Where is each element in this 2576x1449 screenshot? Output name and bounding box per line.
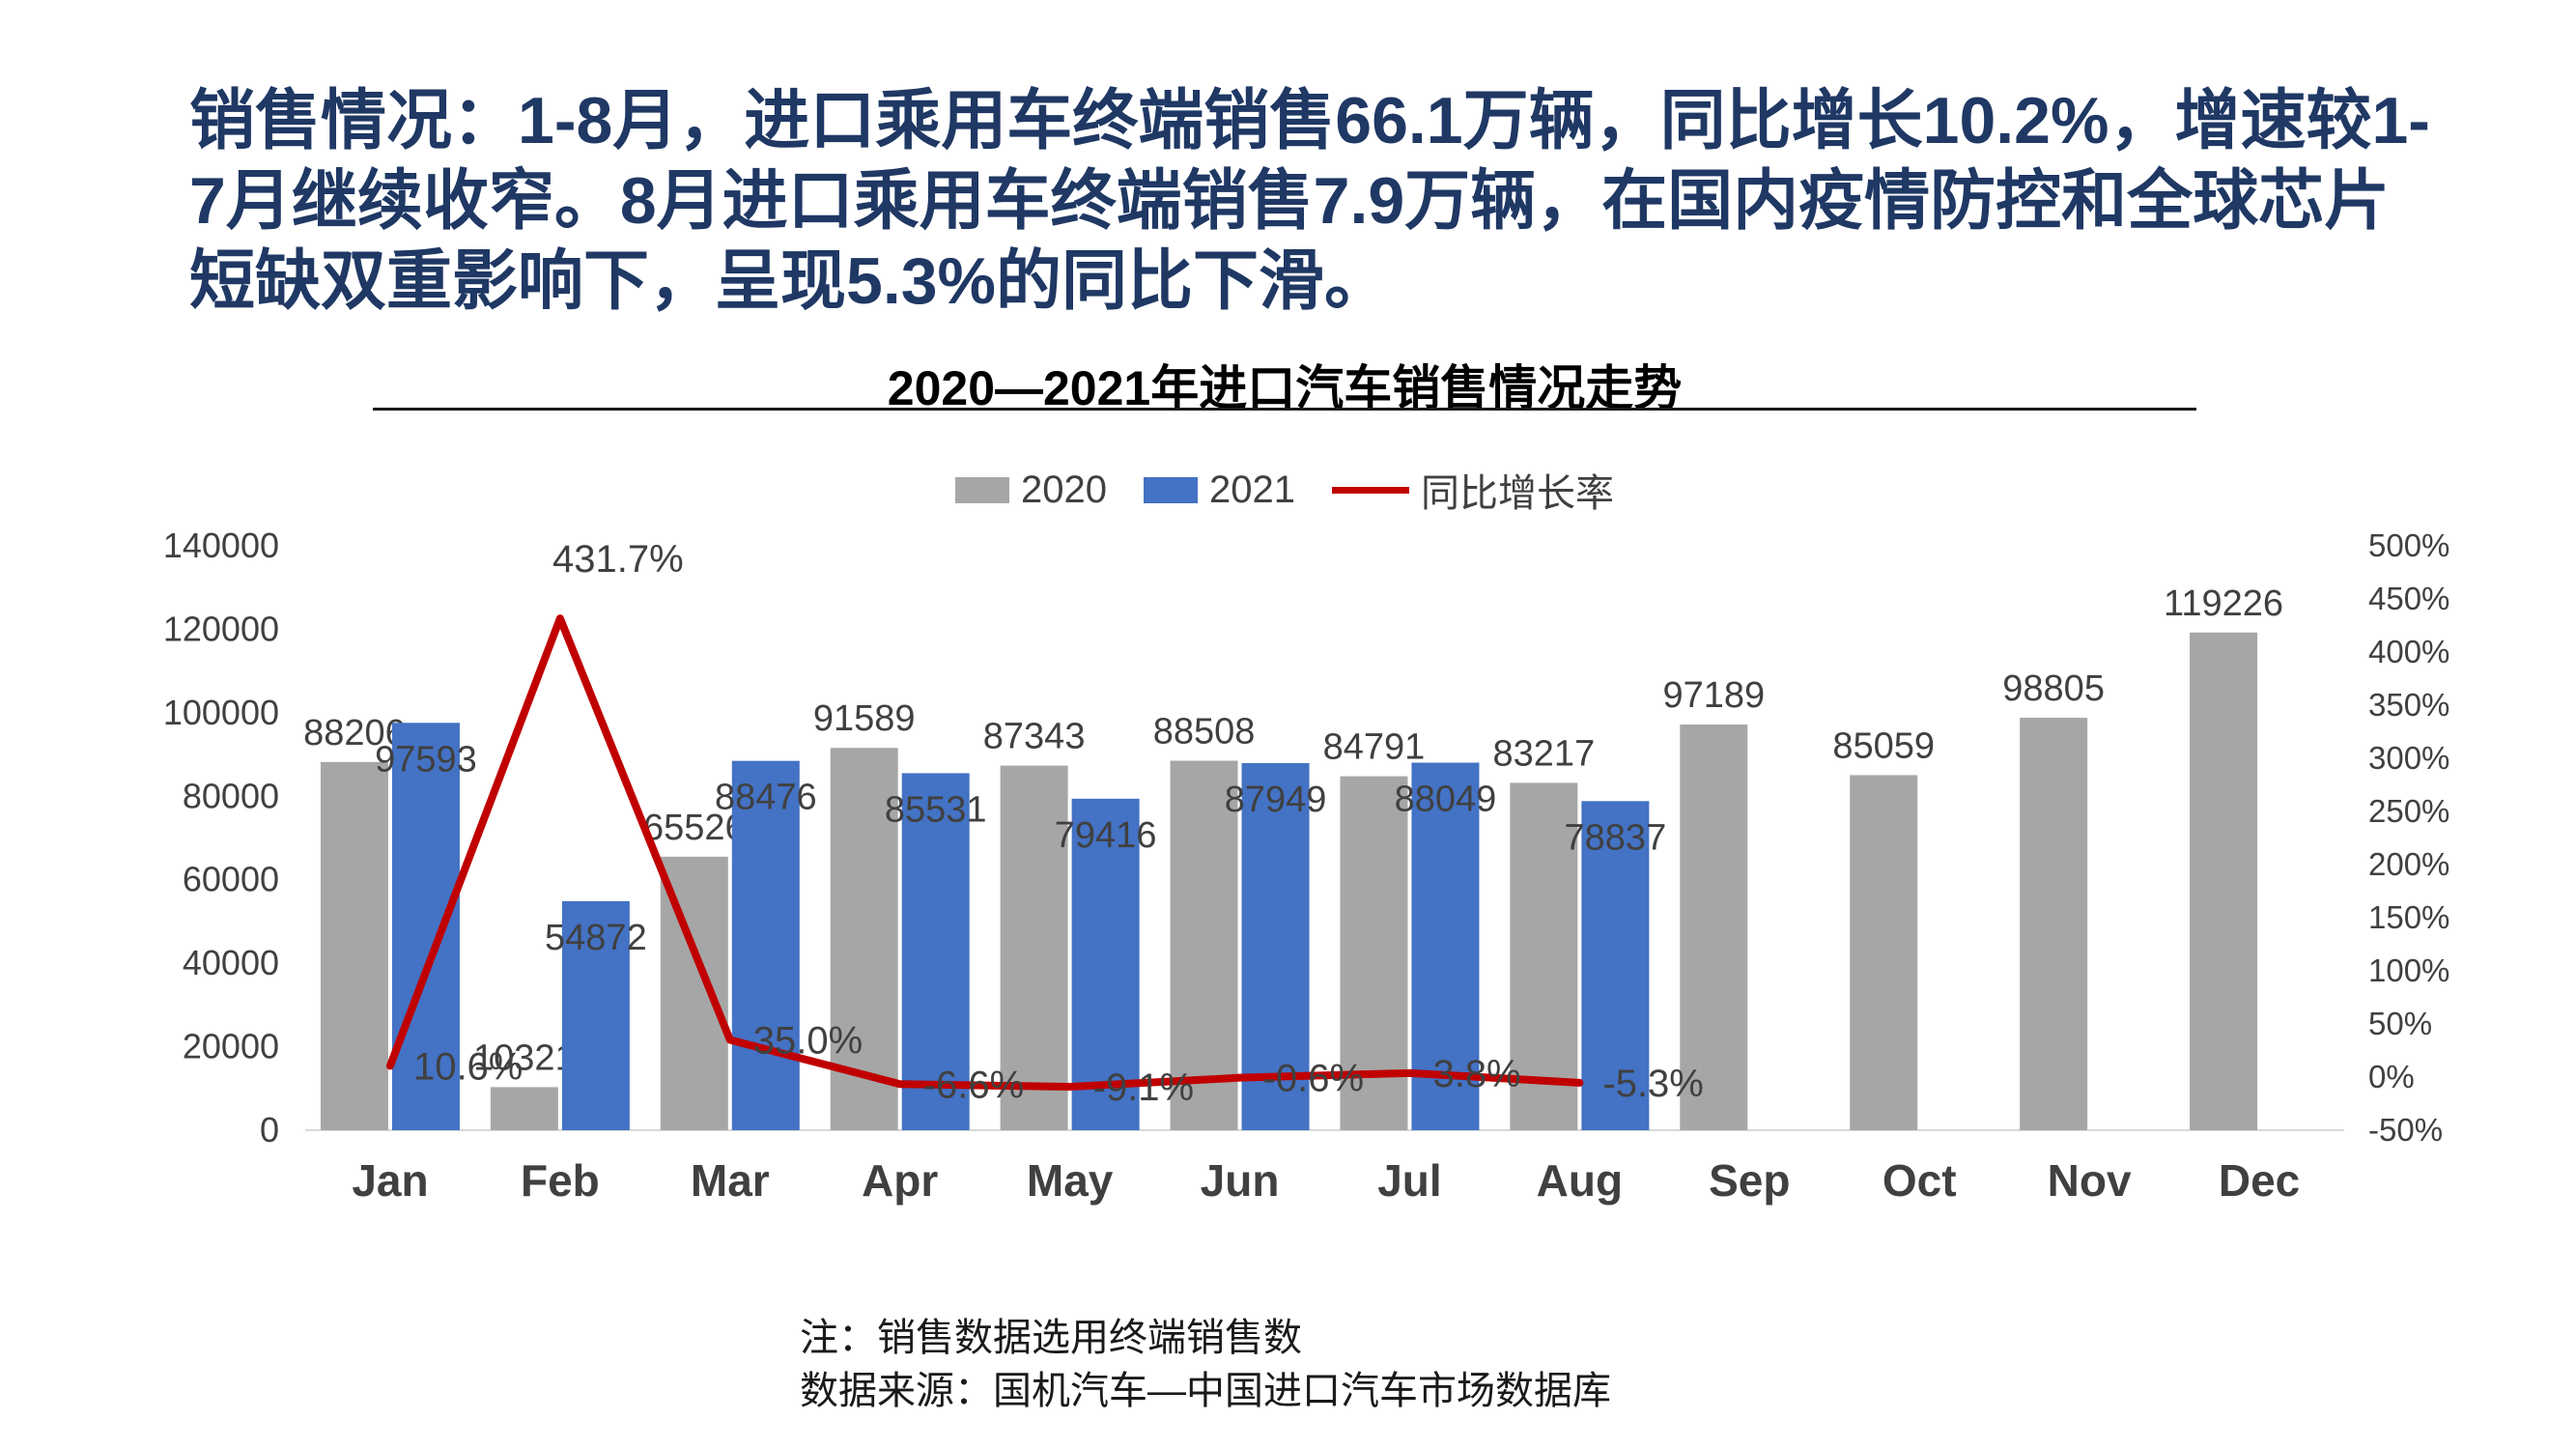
label-2020-Feb: 10321 [473,1037,576,1078]
legend-item-2021: 2021 [1144,469,1295,512]
bar-2021-Apr [901,773,970,1130]
growth-rate-line [385,614,1584,1092]
label-2021-Jul: 88049 [1395,780,1497,820]
bar-2021-Feb [561,900,630,1130]
bar-2021-Jan [391,723,460,1130]
bar-2020-Dec [2190,632,2258,1130]
label-2021-May: 79416 [1055,815,1157,856]
legend-label: 同比增长率 [1420,472,1614,515]
label-2020-Apr: 91589 [813,698,916,739]
footnote-data-source: 数据来源：国机汽车—中国进口汽车市场数据库 [800,1370,1611,1413]
right-axis-tick: 0% [2368,1059,2415,1094]
right-axis-tick: 250% [2368,793,2449,829]
left-axis-tick: 120000 [163,609,279,648]
left-axis-tick: 20000 [183,1027,279,1066]
right-axis-tick: 400% [2368,634,2449,669]
label-2020-Jan: 88206 [303,713,406,753]
label-2021-Jan: 97593 [375,739,477,780]
x-label-Sep: Sep [1709,1155,1790,1206]
right-axis-tick: 100% [2368,952,2449,988]
label-2021-Apr: 85531 [885,789,987,830]
growth-label-Mar: 35.0% [753,1020,863,1063]
label-2020-Sep: 97189 [1662,675,1765,716]
x-label-Nov: Nov [2048,1155,2132,1206]
chart-title: 2020—2021年进口汽车销售情况走势 [887,361,1683,415]
x-label-Dec: Dec [2219,1155,2300,1206]
legend-label: 2020 [1021,468,1107,511]
bar-2021-Aug [1581,801,1650,1130]
bar-2020-Nov [2020,718,2088,1130]
bar-2021-May [1071,798,1140,1130]
growth-label-Jul: 3.8% [1432,1053,1520,1095]
x-label-May: May [1027,1155,1114,1206]
label-2020-Mar: 65526 [643,808,746,848]
x-label-Jan: Jan [352,1155,428,1206]
label-2020-Aug: 83217 [1493,733,1596,774]
x-label-Apr: Apr [862,1155,938,1206]
footnote-data-note: 注：销售数据选用终端销售数 [800,1317,1302,1359]
growth-label-Jan: 10.6% [413,1045,523,1088]
left-axis-tick: 100000 [163,693,279,732]
right-axis-tick: 200% [2368,846,2449,882]
right-axis-tick: 350% [2368,687,2449,723]
left-axis-tick: 60000 [183,860,279,899]
label-2020-Nov: 98805 [2002,668,2105,709]
chart-legend: 2020 2021 同比增长率 [373,462,2196,518]
growth-label-Aug: -5.3% [1602,1063,1704,1105]
bar-2020-Jan [320,761,388,1130]
bar-2021-Jul [1411,762,1480,1130]
label-2020-Oct: 85059 [1832,725,1935,766]
bar-2020-Aug [1510,782,1578,1130]
label-2020-Jun: 88508 [1153,712,1256,753]
x-label-Jun: Jun [1201,1155,1280,1206]
legend-box-swatch [955,476,1010,503]
footnotes: 注：销售数据选用终端销售数 数据来源：国机汽车—中国进口汽车市场数据库 [800,1316,1611,1422]
label-2020-Jul: 84791 [1323,727,1426,768]
bar-2021-Mar [731,760,800,1130]
legend-item-2020: 2020 [955,469,1107,512]
right-axis-tick: 50% [2368,1006,2432,1041]
growth-label-Apr: -6.6% [923,1064,1024,1106]
growth-label-May: -9.1% [1093,1066,1195,1109]
right-axis-tick: 300% [2368,740,2449,776]
x-label-Aug: Aug [1537,1155,1623,1206]
right-axis-tick: 150% [2368,899,2449,935]
right-axis-tick: 450% [2368,581,2449,616]
label-2021-Jun: 87949 [1225,780,1327,820]
bar-2021-Jun [1241,762,1310,1130]
legend-item-同比增长率: 同比增长率 [1331,462,1614,518]
x-label-Oct: Oct [1882,1155,1957,1206]
bar-2020-Jun [1170,760,1238,1130]
legend-box-swatch [1144,476,1198,503]
bar-2020-Feb [490,1087,558,1130]
left-axis-tick: 40000 [183,943,279,982]
title-underline [373,408,2196,411]
x-label-Mar: Mar [691,1155,770,1206]
summary-headline: 销售情况：1-8月，进口乘用车终端销售66.1万辆，同比增长10.2%，增速较1… [189,84,2430,318]
bar-2020-May [1000,765,1068,1130]
left-axis-tick: 80000 [183,776,279,815]
x-label-Feb: Feb [521,1155,600,1206]
right-axis-tick: 500% [2368,527,2449,563]
bar-2020-Sep [1680,724,1748,1130]
left-axis-tick: 140000 [163,526,279,565]
label-2020-May: 87343 [983,717,1086,757]
legend-label: 2021 [1209,468,1295,511]
growth-label-Jun: -0.6% [1263,1058,1365,1100]
right-axis-tick: -50% [2368,1112,2443,1148]
growth-label-Feb: 431.7% [552,538,684,581]
label-2021-Mar: 88476 [715,778,817,818]
x-label-Jul: Jul [1377,1155,1441,1206]
left-axis-tick: 0 [260,1110,279,1150]
label-2021-Aug: 78837 [1565,817,1667,858]
bar-2020-Oct [1850,775,1918,1130]
label-2021-Feb: 54872 [545,918,647,958]
legend-line-swatch [1331,486,1409,494]
label-2020-Dec: 119226 [2164,583,2283,624]
